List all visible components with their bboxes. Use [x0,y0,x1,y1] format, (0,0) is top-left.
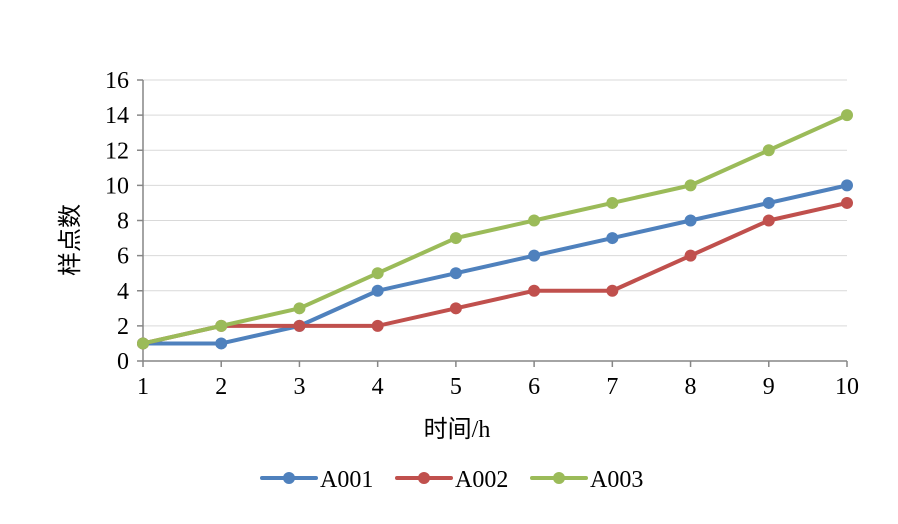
data-point-A003-2 [215,319,228,332]
series-line-A002 [141,200,849,346]
data-point-A002-5 [449,302,462,315]
y-tick-label: 6 [117,244,129,270]
y-tick-label: 0 [117,349,129,375]
legend-label: A003 [590,467,643,493]
legend-item-A003: A003 [530,467,643,493]
x-tick-label: 6 [528,374,540,400]
x-tick-label: 1 [137,374,149,400]
data-point-A002-8 [684,249,697,262]
y-tick-label: 14 [105,103,129,129]
data-point-A001-4 [371,284,384,297]
y-tick-label: 8 [117,209,129,235]
data-point-A002-7 [606,284,619,297]
series-group [137,109,853,350]
legend-marker [283,472,295,484]
x-axis-label: 时间/h [424,416,491,443]
data-point-A002-4 [371,319,384,332]
data-point-A003-8 [684,179,697,192]
data-point-A002-6 [528,284,541,297]
series-A003 [137,109,853,350]
legend-marker [553,472,565,484]
data-point-A003-6 [528,214,541,227]
x-tick-label: 3 [293,374,305,400]
data-point-A002-3 [293,319,306,332]
x-tick-label: 9 [763,374,775,400]
data-point-A001-10 [841,179,853,192]
data-point-A003-9 [762,144,775,157]
data-point-A002-10 [841,196,853,209]
series-line-A001 [141,183,849,346]
y-tick-label: 10 [105,173,129,199]
legend-label: A001 [320,467,373,493]
legend-marker [418,472,430,484]
y-tick-label: 16 [105,68,129,94]
data-point-A003-1 [137,337,149,350]
legend-label: A002 [455,467,508,493]
data-point-A001-7 [606,232,619,245]
data-point-A001-9 [762,196,775,209]
data-point-A001-6 [528,249,541,262]
legend-item-A001: A001 [260,467,373,493]
data-point-A002-9 [762,214,775,227]
x-tick-label: 4 [372,374,384,400]
data-point-A003-4 [371,267,384,280]
data-point-A003-10 [841,109,853,122]
y-axis-label: 样点数 [57,204,84,276]
y-tick-label: 12 [105,138,129,164]
x-tick-label: 10 [835,374,859,400]
x-tick-label: 5 [450,374,462,400]
gridlines [143,79,847,327]
legend: A001 A002 A003 [260,467,643,493]
data-point-A001-2 [215,337,228,350]
x-tick-label: 8 [685,374,697,400]
x-tick-label: 2 [215,374,227,400]
data-point-A003-7 [606,196,619,209]
y-tick-label: 2 [117,314,129,340]
series-A002 [137,196,853,350]
series-line-A003 [141,113,849,346]
data-point-A001-8 [684,214,697,227]
data-point-A003-3 [293,302,306,315]
y-tick-label: 4 [117,279,129,305]
data-point-A001-5 [449,267,462,280]
data-point-A003-5 [449,232,462,245]
legend-item-A002: A002 [395,467,508,493]
x-tick-label: 7 [606,374,618,400]
